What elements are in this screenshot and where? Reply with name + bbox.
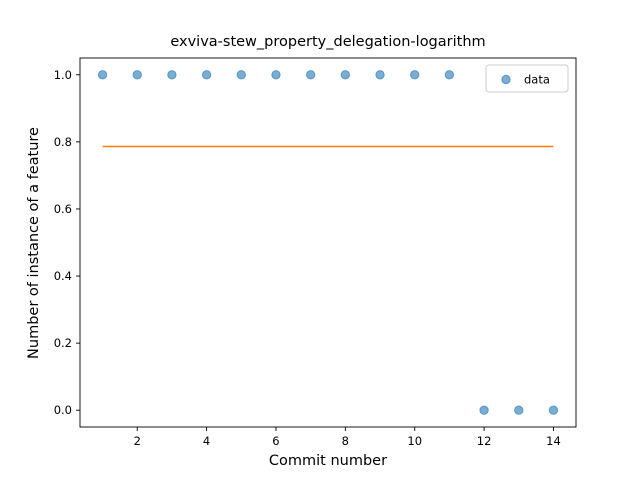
x-tick-label: 14 [546,434,561,448]
data-point [375,70,385,80]
y-tick-label: 0.4 [54,269,72,283]
data-point [97,70,108,80]
data-point [444,70,455,80]
data-point [132,70,142,80]
x-tick-label: 8 [342,434,349,448]
legend-label: data [524,73,550,87]
data-point [201,70,212,80]
y-tick-label: 0.2 [54,336,72,350]
y-tick-label: 1.0 [54,68,72,82]
axes-frame [79,57,577,428]
data-point [479,405,489,415]
data-point [305,70,316,80]
data-point [167,70,177,80]
y-tick-label: 0.6 [54,202,72,216]
y-tick-label: 0.0 [54,403,72,417]
x-tick-label: 12 [477,434,492,448]
x-axis-label: Commit number [268,453,388,469]
x-tick-label: 10 [407,434,422,448]
chart-title: exviva-stew_property_delegation-logarith… [170,34,486,50]
y-tick-label: 0.8 [54,135,72,149]
data-point [548,405,559,415]
data-point [236,70,246,80]
data-point [410,70,420,80]
x-tick-label: 2 [134,434,141,448]
x-tick-label: 6 [272,434,279,448]
data-point [271,70,281,80]
x-tick-label: 4 [203,434,210,448]
legend-box [485,64,569,93]
data-point [340,70,351,80]
data-point [514,405,524,415]
legend-marker [501,74,511,85]
